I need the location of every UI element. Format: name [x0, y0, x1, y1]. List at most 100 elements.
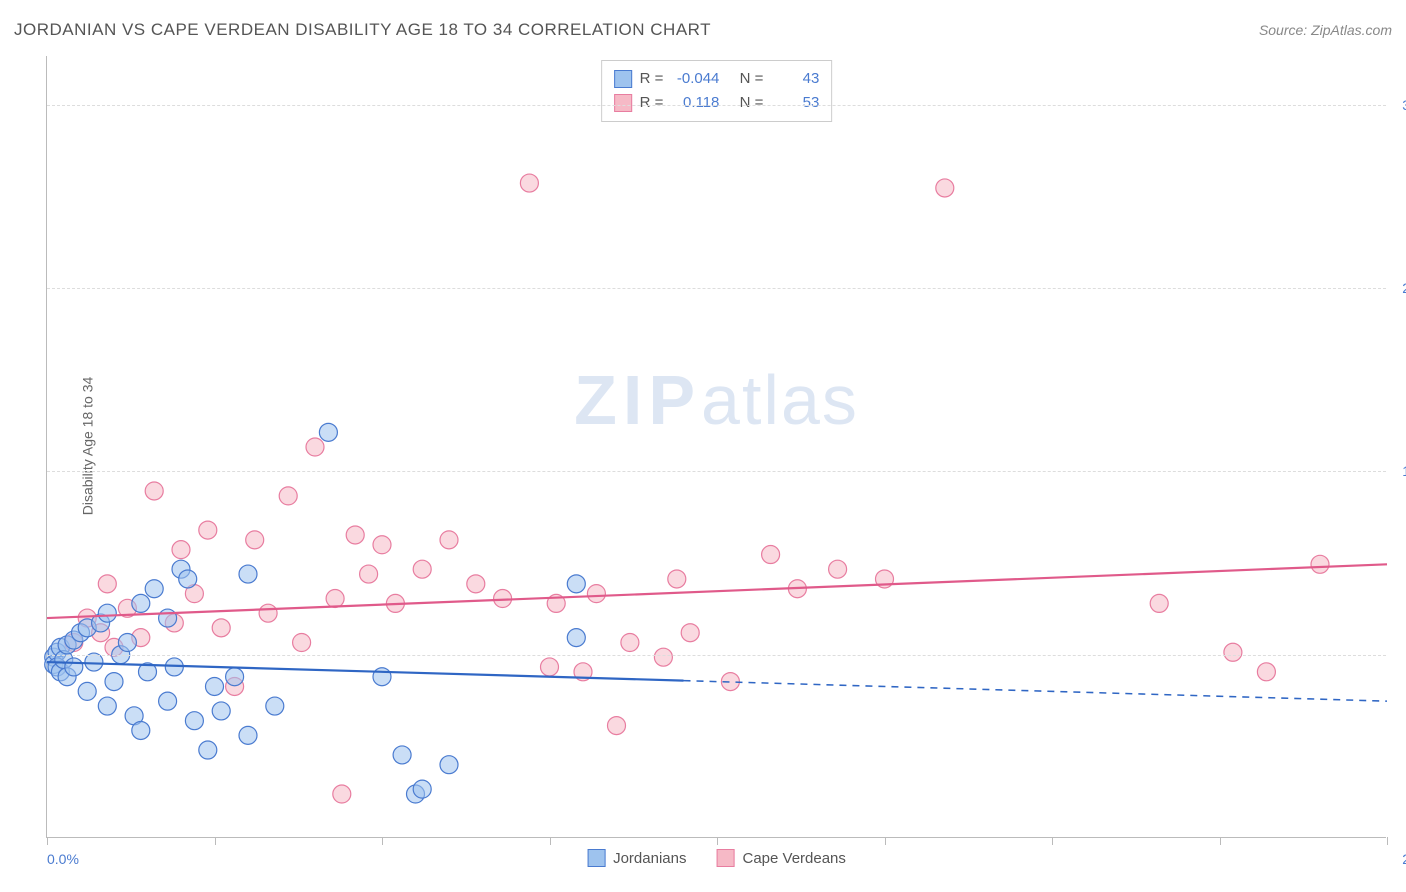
gridline — [47, 288, 1386, 289]
data-point — [668, 570, 686, 588]
data-point — [199, 741, 217, 759]
data-point — [829, 560, 847, 578]
chart-source: Source: ZipAtlas.com — [1259, 22, 1392, 38]
r-value-1: -0.044 — [671, 67, 719, 91]
data-point — [440, 756, 458, 774]
data-point — [259, 604, 277, 622]
chart-title: JORDANIAN VS CAPE VERDEAN DISABILITY AGE… — [14, 20, 711, 40]
data-point — [467, 575, 485, 593]
data-point — [246, 531, 264, 549]
r-label-2: R = — [640, 91, 664, 115]
data-point — [360, 565, 378, 583]
data-point — [78, 682, 96, 700]
data-point — [145, 580, 163, 598]
data-point — [654, 648, 672, 666]
data-point — [541, 658, 559, 676]
data-point — [1311, 555, 1329, 573]
data-point — [279, 487, 297, 505]
data-point — [239, 726, 257, 744]
bottom-legend: Jordanians Cape Verdeans — [587, 849, 846, 867]
data-point — [98, 604, 116, 622]
data-point — [159, 692, 177, 710]
stats-row-2: R = 0.118 N = 53 — [614, 91, 820, 115]
legend-item-1: Jordanians — [587, 849, 686, 867]
data-point — [1257, 663, 1275, 681]
data-point — [608, 717, 626, 735]
data-point — [226, 668, 244, 686]
data-point — [239, 565, 257, 583]
x-tick — [1220, 837, 1221, 845]
data-point — [98, 697, 116, 715]
stats-box: R = -0.044 N = 43 R = 0.118 N = 53 — [601, 60, 833, 122]
data-point — [587, 585, 605, 603]
data-point — [85, 653, 103, 671]
legend-swatch-1 — [587, 849, 605, 867]
stats-row-1: R = -0.044 N = 43 — [614, 67, 820, 91]
data-point — [621, 634, 639, 652]
data-point — [1224, 643, 1242, 661]
plot-area: ZIPatlas R = -0.044 N = 43 R = 0.118 N =… — [46, 56, 1386, 838]
gridline — [47, 105, 1386, 106]
legend-swatch-2 — [716, 849, 734, 867]
r-value-2: 0.118 — [671, 91, 719, 115]
data-point — [567, 575, 585, 593]
y-tick-label: 15.0% — [1392, 463, 1406, 479]
x-tick-label: 20.0% — [1402, 851, 1406, 867]
gridline — [47, 655, 1386, 656]
data-point — [413, 780, 431, 798]
data-point — [373, 668, 391, 686]
y-tick-label: 7.5% — [1392, 647, 1406, 663]
data-point — [105, 673, 123, 691]
data-point — [319, 423, 337, 441]
data-point — [179, 570, 197, 588]
data-point — [681, 624, 699, 642]
x-tick — [1052, 837, 1053, 845]
data-point — [1150, 594, 1168, 612]
data-point — [413, 560, 431, 578]
data-point — [373, 536, 391, 554]
data-point — [306, 438, 324, 456]
data-point — [266, 697, 284, 715]
data-point — [132, 721, 150, 739]
r-label-1: R = — [640, 67, 664, 91]
data-point — [326, 590, 344, 608]
data-point — [212, 619, 230, 637]
n-label-1: N = — [740, 67, 764, 91]
data-point — [118, 634, 136, 652]
n-value-2: 53 — [771, 91, 819, 115]
swatch-series-1 — [614, 70, 632, 88]
y-tick-label: 30.0% — [1392, 97, 1406, 113]
data-point — [159, 609, 177, 627]
n-value-1: 43 — [771, 67, 819, 91]
data-point — [762, 546, 780, 564]
data-point — [132, 594, 150, 612]
chart-header: JORDANIAN VS CAPE VERDEAN DISABILITY AGE… — [14, 20, 1392, 40]
x-tick — [47, 837, 48, 845]
data-point — [212, 702, 230, 720]
legend-label-1: Jordanians — [613, 850, 686, 867]
data-point — [293, 634, 311, 652]
data-point — [440, 531, 458, 549]
data-point — [206, 677, 224, 695]
data-point — [346, 526, 364, 544]
x-tick — [885, 837, 886, 845]
legend-label-2: Cape Verdeans — [742, 850, 845, 867]
data-point — [520, 174, 538, 192]
data-point — [65, 658, 83, 676]
x-tick — [717, 837, 718, 845]
data-point — [936, 179, 954, 197]
data-point — [333, 785, 351, 803]
x-tick — [1387, 837, 1388, 845]
gridline — [47, 471, 1386, 472]
data-point — [199, 521, 217, 539]
swatch-series-2 — [614, 94, 632, 112]
data-point — [393, 746, 411, 764]
chart-svg — [47, 56, 1386, 837]
x-tick-label: 0.0% — [47, 851, 79, 867]
legend-item-2: Cape Verdeans — [716, 849, 845, 867]
data-point — [185, 712, 203, 730]
data-point — [172, 541, 190, 559]
n-label-2: N = — [740, 91, 764, 115]
data-point — [98, 575, 116, 593]
data-point — [145, 482, 163, 500]
